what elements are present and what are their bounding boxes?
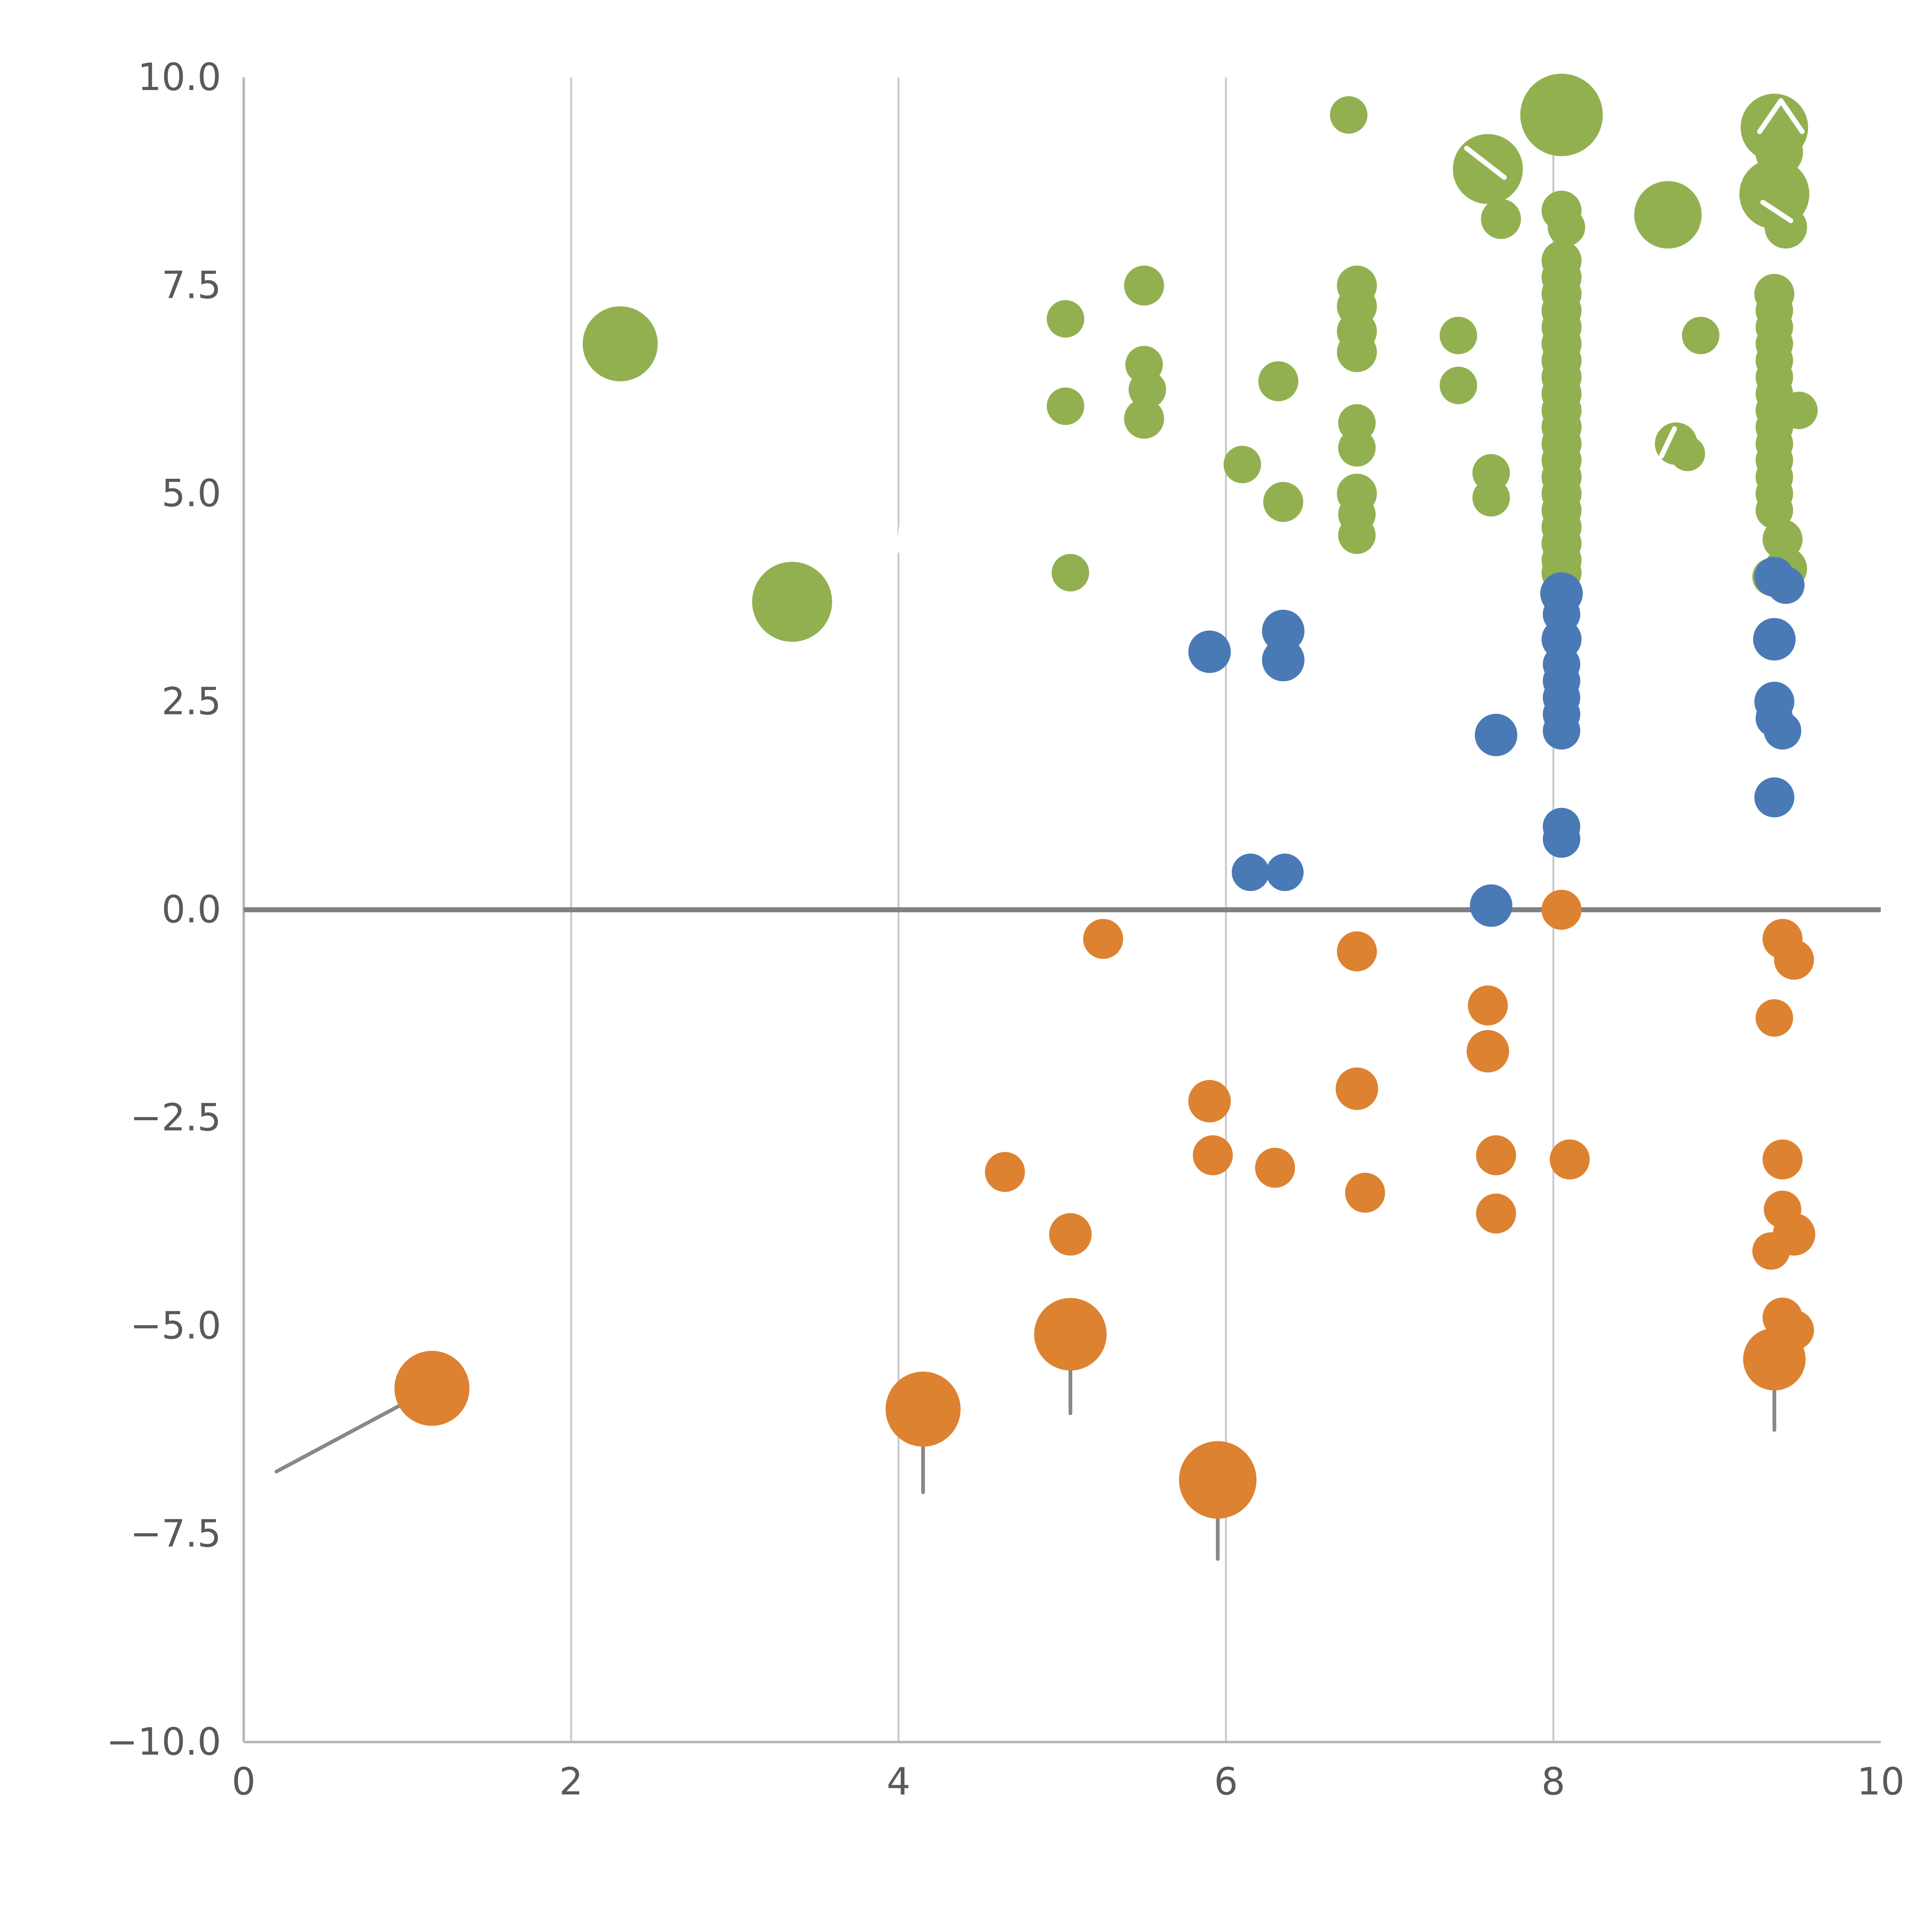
data-point-green-group bbox=[583, 306, 658, 381]
data-point-green-group bbox=[1046, 300, 1085, 338]
data-point-orange-group bbox=[1743, 1328, 1806, 1391]
data-point-orange-group bbox=[1774, 939, 1814, 980]
x-tick-label-4: 4 bbox=[886, 1760, 910, 1803]
data-point-green-group bbox=[1472, 479, 1510, 517]
data-point-blue-group bbox=[1231, 854, 1269, 891]
white-slash-1 bbox=[1464, 146, 1507, 180]
data-point-orange-group bbox=[1337, 931, 1377, 971]
y-tick-label-0: 0.0 bbox=[162, 888, 221, 931]
data-point-orange-group bbox=[1049, 1213, 1092, 1256]
data-point-green-group bbox=[1330, 96, 1367, 134]
white-slash-3 bbox=[1760, 200, 1793, 223]
data-point-green-group bbox=[1337, 332, 1377, 372]
data-point-blue-group bbox=[1764, 712, 1801, 750]
data-point-green-group bbox=[1263, 482, 1303, 522]
data-point-green-group bbox=[1764, 206, 1807, 249]
data-point-blue-group bbox=[1754, 777, 1794, 818]
y-tick-label-5: 5.0 bbox=[162, 471, 221, 515]
data-point-green-group bbox=[1670, 436, 1705, 471]
data-point-orange-group bbox=[1762, 1139, 1803, 1180]
x-tick-label-10: 10 bbox=[1857, 1760, 1905, 1803]
data-point-blue-group bbox=[1543, 820, 1580, 858]
data-point-orange-group bbox=[885, 1371, 961, 1447]
data-point-blue-group bbox=[1753, 618, 1796, 661]
data-point-orange-group bbox=[1083, 919, 1123, 959]
white-caret-right bbox=[1778, 98, 1805, 134]
data-point-green-group bbox=[1634, 181, 1702, 249]
y-tick-label--7.5: −7.5 bbox=[130, 1512, 221, 1555]
x-tick-label-0: 0 bbox=[232, 1760, 256, 1803]
data-point-orange-group bbox=[1466, 1030, 1509, 1073]
data-point-green-group bbox=[1128, 371, 1166, 408]
data-point-blue-group bbox=[1266, 854, 1304, 891]
data-point-orange-group bbox=[1179, 1441, 1257, 1519]
data-point-green-group bbox=[1051, 554, 1089, 592]
data-point-orange-group bbox=[1255, 1148, 1295, 1188]
data-point-orange-group bbox=[985, 1152, 1025, 1192]
data-point-orange-group bbox=[1335, 1067, 1378, 1110]
data-point-blue-group bbox=[1262, 609, 1304, 652]
y-tick-label--10: −10.0 bbox=[106, 1720, 221, 1764]
data-point-orange-group bbox=[1468, 985, 1508, 1026]
data-point-orange-group bbox=[1345, 1173, 1385, 1213]
data-point-green-group bbox=[1548, 208, 1585, 246]
y-tick-label-7.5: 7.5 bbox=[162, 263, 221, 307]
data-point-blue-group bbox=[1475, 714, 1517, 757]
white-caret-left bbox=[1757, 98, 1784, 134]
data-point-orange-group bbox=[1755, 999, 1793, 1037]
x-tick-label-2: 2 bbox=[559, 1760, 583, 1803]
data-point-green-group bbox=[1223, 446, 1261, 483]
x-tick-label-6: 6 bbox=[1214, 1760, 1238, 1803]
data-point-green-group bbox=[1520, 73, 1603, 156]
data-point-green-group bbox=[1439, 316, 1477, 354]
data-point-green-group bbox=[1338, 516, 1376, 554]
data-point-blue-group bbox=[1188, 630, 1231, 673]
data-point-orange-group bbox=[1476, 1135, 1516, 1175]
data-point-orange-group bbox=[394, 1350, 469, 1426]
data-point-green-group bbox=[1682, 316, 1719, 354]
data-point-orange-group bbox=[1034, 1298, 1107, 1371]
data-point-blue-group bbox=[1470, 884, 1513, 927]
data-point-orange-group bbox=[1193, 1135, 1233, 1175]
y-tick-label--5: −5.0 bbox=[130, 1304, 221, 1347]
data-point-green-group bbox=[1481, 199, 1521, 239]
y-tick-label--2.5: −2.5 bbox=[130, 1095, 221, 1139]
data-point-blue-group bbox=[1543, 712, 1580, 750]
data-point-green-group bbox=[1258, 361, 1299, 401]
y-tick-label-2.5: 2.5 bbox=[162, 679, 221, 723]
data-point-orange-group bbox=[1188, 1080, 1231, 1122]
y-tick-label-10: 10.0 bbox=[138, 55, 221, 99]
white-slash-2 bbox=[1659, 426, 1677, 459]
data-point-green-group bbox=[1124, 265, 1164, 306]
data-point-blue-group bbox=[1767, 566, 1805, 604]
data-point-green-group bbox=[1046, 387, 1085, 425]
white-tick-4 bbox=[896, 522, 905, 553]
data-point-orange-group bbox=[1549, 1139, 1590, 1180]
data-point-green-group bbox=[1338, 429, 1376, 467]
data-point-green-group bbox=[752, 562, 832, 642]
data-point-green-group bbox=[1453, 134, 1523, 204]
data-point-orange-group bbox=[1752, 1232, 1790, 1270]
data-point-green-group bbox=[1439, 366, 1477, 404]
data-point-orange-group bbox=[1541, 889, 1582, 930]
data-point-orange-group bbox=[1476, 1193, 1516, 1234]
data-point-blue-group bbox=[1262, 639, 1304, 682]
data-point-green-group bbox=[1124, 398, 1164, 439]
x-tick-label-8: 8 bbox=[1541, 1760, 1565, 1803]
